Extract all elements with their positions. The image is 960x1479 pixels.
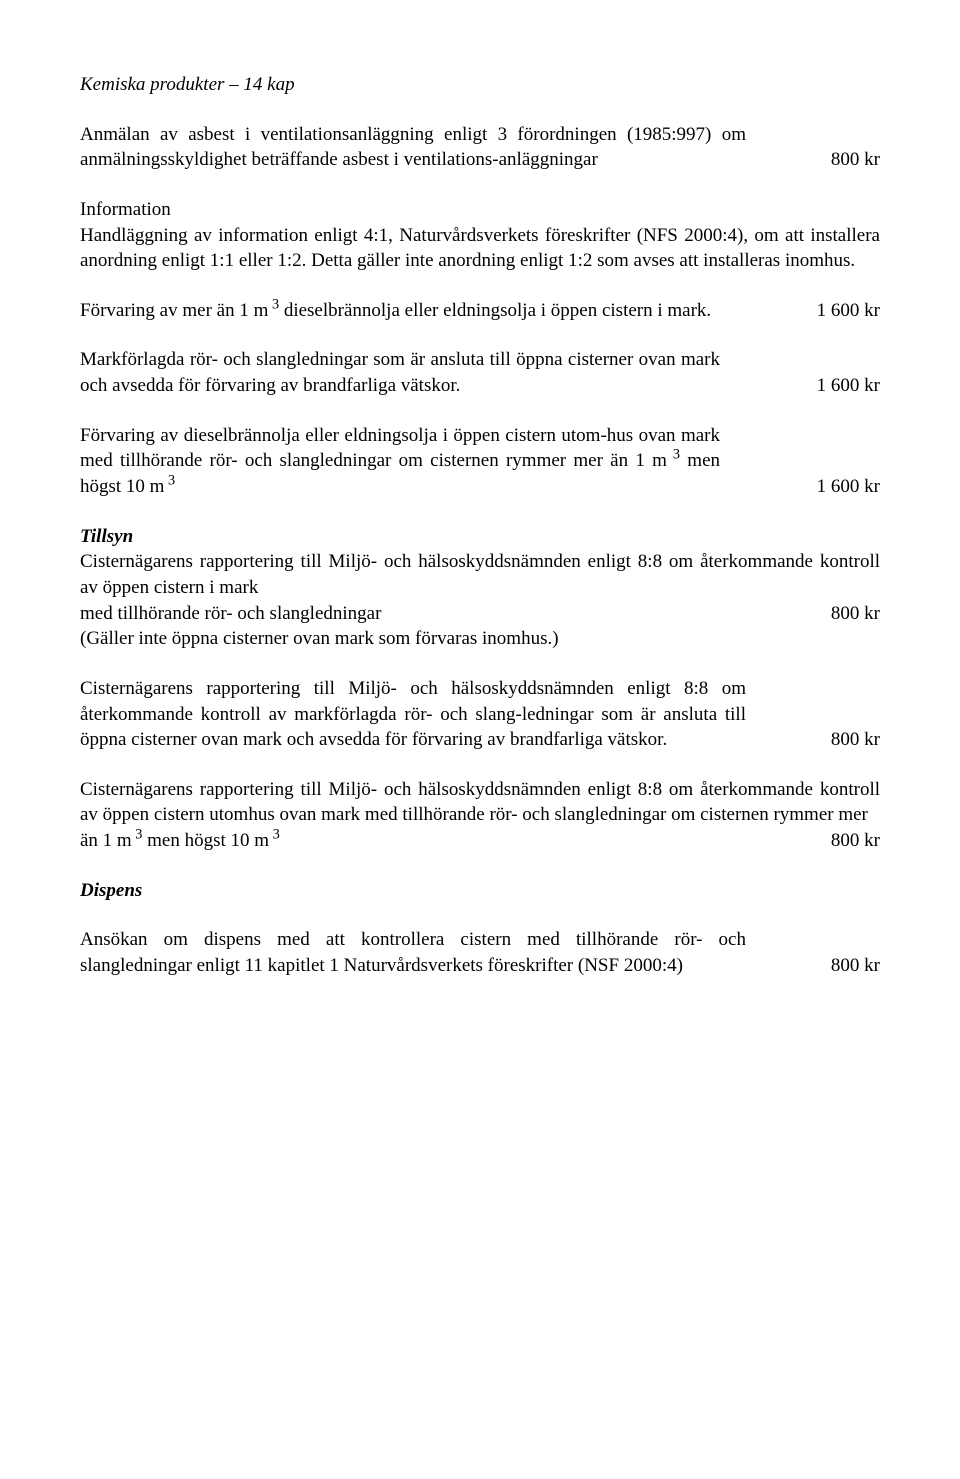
text-pre: än 1 m — [80, 830, 132, 851]
tillsyn1-amount-line: med tillhörande rör- och slangledningar — [80, 601, 770, 627]
text-mid: men högst 10 m — [142, 830, 269, 851]
superscript: 3 — [667, 447, 680, 463]
dispens-block: Dispens Ansökan om dispens med att kontr… — [80, 878, 880, 979]
entry-amount: 800 kr — [770, 601, 880, 627]
dispens-entry: Ansökan om dispens med att kontrollera c… — [80, 927, 880, 978]
tillsyn3-lead: Cisternägarens rapportering till Miljö- … — [80, 777, 880, 828]
entry-amount: 1 600 kr — [770, 373, 880, 399]
document: Kemiska produkter – 14 kap Anmälan av as… — [80, 72, 880, 979]
entry-amount: 1 600 kr — [770, 474, 880, 500]
page-title: Kemiska produkter – 14 kap — [80, 72, 880, 98]
entry-text: Ansökan om dispens med att kontrollera c… — [80, 927, 770, 978]
entry-text: Cisternägarens rapportering till Miljö- … — [80, 676, 770, 753]
superscript: 3 — [164, 473, 175, 489]
text-post: dieselbrännolja eller eldningsolja i öpp… — [279, 300, 711, 321]
entry-text: Markförlagda rör- och slangledningar som… — [80, 347, 744, 398]
entry-storage-3: Förvaring av dieselbrännolja eller eldni… — [80, 423, 880, 500]
text-pre: Förvaring av dieselbrännolja eller eldni… — [80, 425, 720, 472]
tillsyn-entry-2: Cisternägarens rapportering till Miljö- … — [80, 676, 880, 753]
entry-text: Förvaring av mer än 1 m 3 dieselbrännolj… — [80, 298, 744, 324]
entry-storage-2: Markförlagda rör- och slangledningar som… — [80, 347, 880, 398]
tillsyn1-lead: Cisternägarens rapportering till Miljö- … — [80, 549, 880, 600]
tillsyn-heading: Tillsyn — [80, 524, 880, 550]
tillsyn-block: Tillsyn Cisternägarens rapportering till… — [80, 524, 880, 854]
entry-amount: 800 kr — [770, 953, 880, 979]
entry-amount: 800 kr — [770, 727, 880, 753]
superscript: 3 — [269, 827, 280, 843]
entry-amount: 800 kr — [770, 147, 880, 173]
info-heading: Information — [80, 197, 880, 223]
entry-amount: 1 600 kr — [770, 298, 880, 324]
info-text: Handläggning av information enligt 4:1, … — [80, 223, 880, 274]
text-pre: Förvaring av mer än 1 m — [80, 300, 268, 321]
entry-storage-1: Förvaring av mer än 1 m 3 dieselbrännolj… — [80, 298, 880, 324]
tillsyn3-tail: än 1 m 3 men högst 10 m 3 — [80, 828, 770, 854]
entry-amount: 800 kr — [770, 828, 880, 854]
superscript: 3 — [132, 827, 143, 843]
entry-text: Förvaring av dieselbrännolja eller eldni… — [80, 423, 744, 500]
tillsyn1-note: (Gäller inte öppna cisterner ovan mark s… — [80, 626, 880, 652]
entry-text: Anmälan av asbest i ventilationsanläggni… — [80, 122, 770, 173]
entry-asbest: Anmälan av asbest i ventilationsanläggni… — [80, 122, 880, 173]
superscript: 3 — [268, 297, 279, 313]
info-block: Information Handläggning av information … — [80, 197, 880, 274]
dispens-heading: Dispens — [80, 878, 880, 904]
tillsyn-entry-1: Cisternägarens rapportering till Miljö- … — [80, 549, 880, 652]
text-pre: Markförlagda rör- och slangledningar som… — [80, 349, 720, 396]
tillsyn-entry-3: Cisternägarens rapportering till Miljö- … — [80, 777, 880, 854]
